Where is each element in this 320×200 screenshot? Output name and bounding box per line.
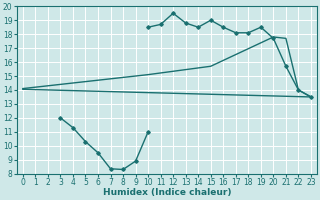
X-axis label: Humidex (Indice chaleur): Humidex (Indice chaleur)	[103, 188, 231, 197]
